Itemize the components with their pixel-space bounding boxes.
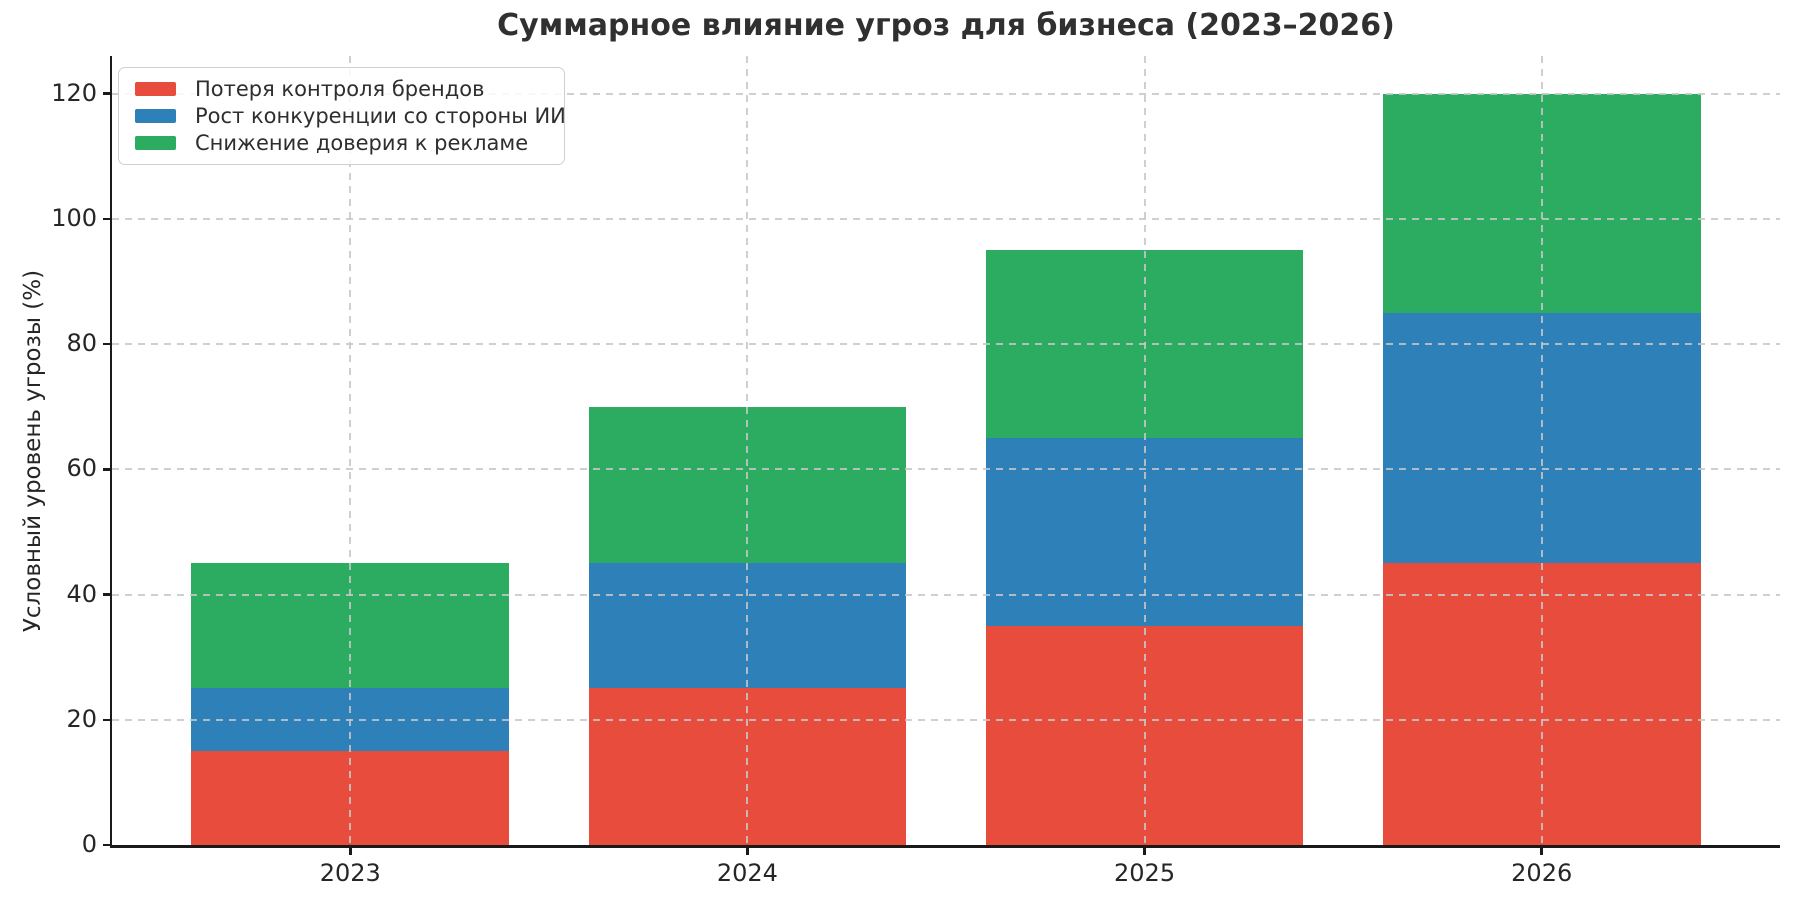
x-tick-mark [746,847,749,855]
y-tick-label: 80 [66,329,97,358]
x-tick-mark [349,847,352,855]
x-axis-spine [109,845,1780,848]
gridline-vertical [746,56,749,845]
y-tick-mark [102,593,110,596]
legend-swatch-icon [135,109,176,123]
gridline-horizontal [112,718,1780,721]
gridline-vertical [1540,56,1543,845]
legend-item: Рост конкуренции со стороны ИИ [135,103,566,130]
x-tick-mark [1540,847,1543,855]
gridline-vertical [1143,56,1146,845]
y-axis-spine [109,56,112,848]
y-tick-mark [102,217,110,221]
gridline-horizontal [112,217,1780,220]
x-tick-label: 2024 [716,859,778,887]
legend-swatch-icon [135,82,176,97]
y-tick-label: 20 [66,704,97,733]
legend-label: Снижение доверия к рекламе [195,130,529,155]
y-tick-label: 0 [81,830,97,858]
gridline-horizontal [112,593,1780,596]
y-axis-label: Условный уровень угрозы (%) [20,269,46,633]
y-tick-mark [102,843,110,847]
gridline-horizontal [112,92,1780,95]
gridline-vertical [349,56,352,845]
x-tick-label: 2026 [1511,859,1573,887]
y-tick-mark [102,468,110,471]
legend: Потеря контроля брендов Рост конкуренции … [118,67,566,165]
legend-swatch-icon [135,135,176,150]
y-tick-label: 40 [66,579,97,608]
y-tick-mark [102,342,110,346]
y-tick-label: 120 [51,78,97,107]
legend-item: Снижение доверия к рекламе [135,129,552,156]
legend-label: Рост конкуренции со стороны ИИ [195,104,566,128]
y-tick-mark [102,718,110,721]
gridline-horizontal [112,468,1780,471]
gridline-horizontal [112,343,1780,346]
y-tick-label: 100 [51,203,97,232]
plot-area: 2023 2024 2025 2026 0 20 40 60 80 100 120 [51,56,1780,887]
y-tick-mark [102,92,110,95]
legend-label: Потеря контроля брендов [195,77,485,102]
x-tick-mark [1143,847,1146,855]
chart-title: Суммарное влияние угроз для бизнеса (202… [497,8,1395,43]
x-tick-label: 2025 [1114,859,1176,887]
legend-item: Потеря контроля брендов [135,76,552,103]
x-tick-label: 2023 [319,859,381,887]
y-tick-label: 60 [66,454,97,483]
